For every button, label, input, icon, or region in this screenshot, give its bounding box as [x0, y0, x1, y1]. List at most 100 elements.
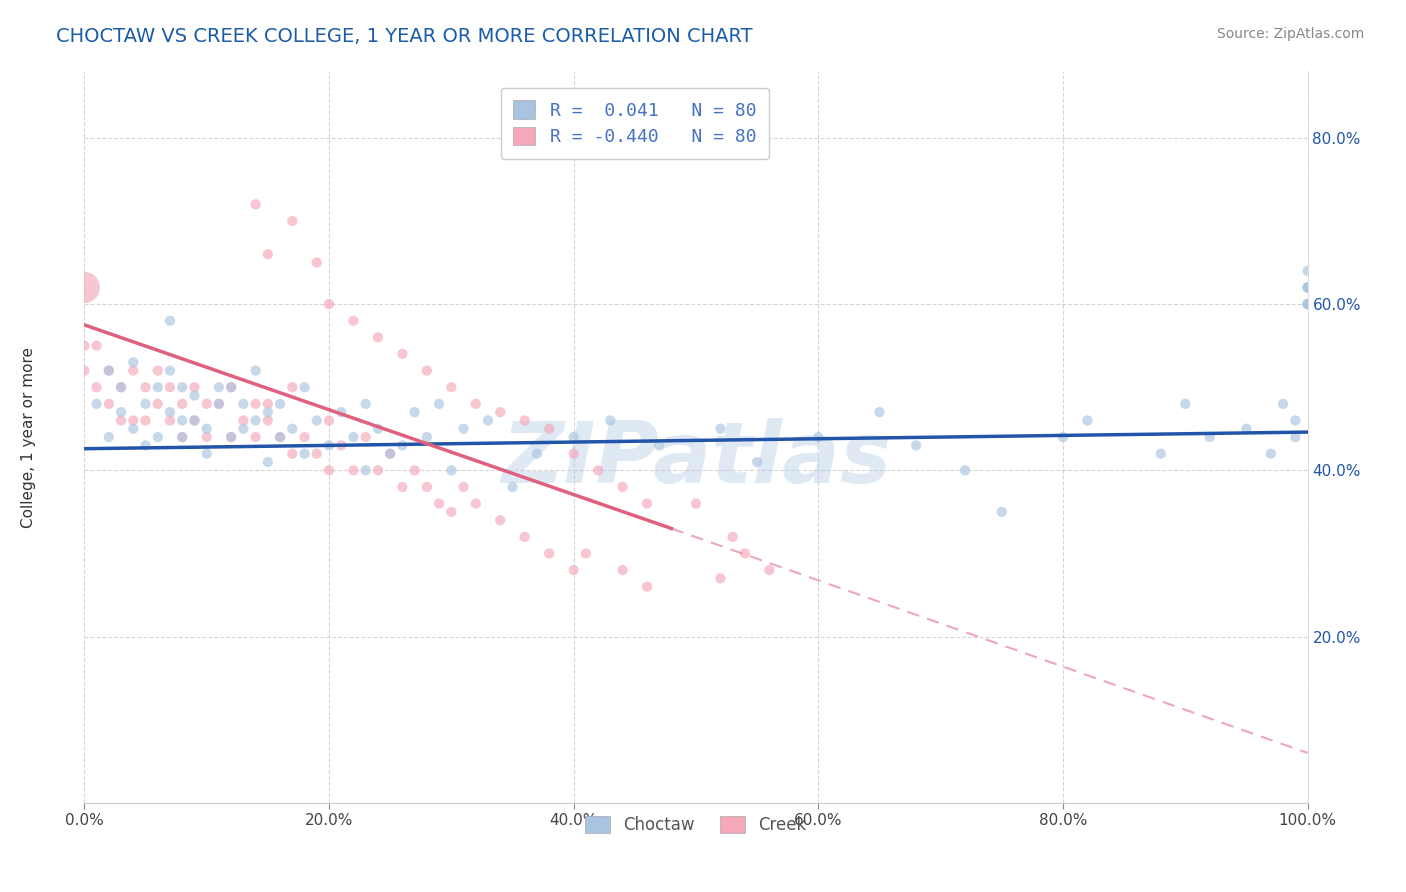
Point [257, 405, 280, 419]
Point [97, 430, 120, 444]
Point [172, 430, 194, 444]
Point [416, 363, 439, 377]
Point [86, 397, 108, 411]
Point [73, 280, 96, 294]
Point [354, 397, 377, 411]
Point [245, 430, 267, 444]
Point [391, 347, 413, 361]
Point [172, 430, 194, 444]
Point [195, 447, 218, 461]
Point [526, 447, 548, 461]
Point [245, 413, 267, 427]
Point [1198, 430, 1220, 444]
Point [97, 363, 120, 377]
Point [440, 505, 463, 519]
Point [281, 447, 304, 461]
Point [1260, 447, 1282, 461]
Point [110, 380, 132, 394]
Point [489, 405, 512, 419]
Point [86, 338, 108, 352]
Point [257, 455, 280, 469]
Point [208, 397, 231, 411]
Point [294, 380, 316, 394]
Point [122, 363, 145, 377]
Point [354, 430, 377, 444]
Point [513, 413, 536, 427]
Point [1150, 447, 1173, 461]
Point [1272, 397, 1295, 411]
Point [612, 563, 634, 577]
Point [685, 497, 707, 511]
Point [135, 380, 157, 394]
Point [159, 405, 181, 419]
Point [281, 380, 304, 394]
Point [538, 546, 561, 560]
Point [146, 363, 169, 377]
Point [380, 447, 402, 461]
Point [195, 430, 218, 444]
Point [183, 413, 205, 427]
Point [318, 297, 340, 311]
Point [183, 413, 205, 427]
Point [281, 422, 304, 436]
Point [122, 413, 145, 427]
Point [208, 380, 231, 394]
Point [122, 422, 145, 436]
Point [146, 397, 169, 411]
Point [97, 397, 120, 411]
Y-axis label: College, 1 year or more: College, 1 year or more [21, 347, 35, 527]
Point [953, 463, 976, 477]
Point [110, 413, 132, 427]
Point [538, 422, 561, 436]
Point [245, 397, 267, 411]
Point [159, 380, 181, 394]
Point [404, 405, 426, 419]
Point [416, 430, 439, 444]
Point [391, 438, 413, 452]
Point [367, 463, 389, 477]
Point [257, 247, 280, 261]
Point [1236, 422, 1258, 436]
Point [612, 480, 634, 494]
Point [489, 513, 512, 527]
Point [305, 255, 328, 269]
Point [380, 447, 402, 461]
Point [354, 463, 377, 477]
Point [416, 480, 439, 494]
Point [172, 397, 194, 411]
Point [305, 413, 328, 427]
Point [453, 422, 475, 436]
Point [1296, 264, 1319, 278]
Point [281, 214, 304, 228]
Point [440, 380, 463, 394]
Point [562, 447, 585, 461]
Point [391, 480, 413, 494]
Point [1296, 297, 1319, 311]
Point [562, 563, 585, 577]
Point [758, 563, 780, 577]
Point [734, 546, 756, 560]
Point [195, 422, 218, 436]
Point [135, 397, 157, 411]
Point [195, 397, 218, 411]
Point [1296, 297, 1319, 311]
Text: CHOCTAW VS CREEK COLLEGE, 1 YEAR OR MORE CORRELATION CHART: CHOCTAW VS CREEK COLLEGE, 1 YEAR OR MORE… [56, 27, 752, 45]
Point [1174, 397, 1197, 411]
Point [269, 397, 291, 411]
Point [110, 380, 132, 394]
Point [73, 338, 96, 352]
Point [1052, 430, 1074, 444]
Point [208, 397, 231, 411]
Point [575, 546, 598, 560]
Point [219, 430, 242, 444]
Point [1296, 280, 1319, 294]
Point [1284, 430, 1306, 444]
Point [219, 430, 242, 444]
Point [318, 463, 340, 477]
Point [269, 430, 291, 444]
Point [146, 380, 169, 394]
Point [440, 463, 463, 477]
Point [599, 413, 621, 427]
Point [586, 463, 609, 477]
Point [159, 363, 181, 377]
